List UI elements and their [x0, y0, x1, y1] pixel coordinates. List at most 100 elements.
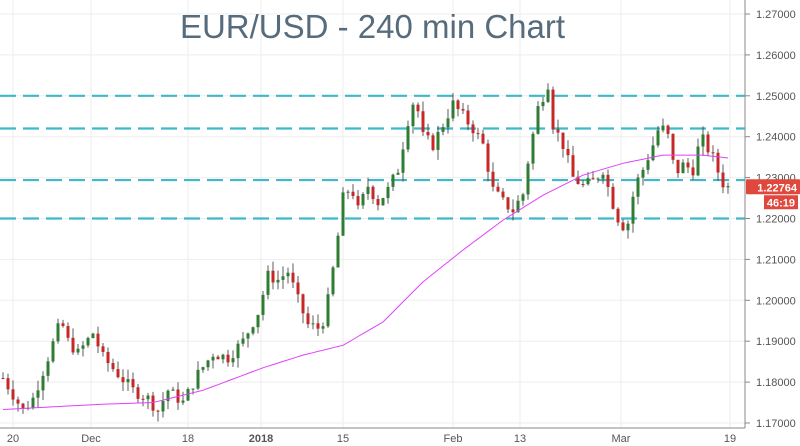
candle-body [466, 110, 470, 125]
candle-body [681, 162, 685, 174]
candle-body [326, 294, 330, 327]
y-axis: 1.270001.260001.250001.240001.230001.220… [745, 9, 796, 430]
countdown-timer: 46:19 [767, 197, 795, 209]
candle-body [501, 191, 505, 198]
candle-body [671, 133, 675, 160]
x-tick-label: 18 [182, 433, 194, 445]
candle-body [56, 323, 60, 342]
candle-body [526, 163, 530, 195]
candle-body [726, 186, 730, 188]
candle-body [281, 276, 285, 280]
candle-body [561, 132, 565, 149]
x-tick-label: Feb [444, 433, 463, 445]
candle-body [566, 148, 570, 156]
candle-body [246, 333, 250, 339]
candle-body [486, 143, 490, 172]
candle-body [341, 192, 345, 236]
candle-body [196, 369, 200, 389]
candle-body [151, 395, 155, 411]
candle-body [6, 378, 10, 390]
candle-body [716, 152, 720, 173]
candle-body [361, 193, 365, 206]
candle-body [531, 133, 535, 164]
candle-body [601, 174, 605, 179]
y-tick-label: 1.19000 [756, 336, 796, 348]
candle-body [391, 174, 395, 187]
candle-body [21, 403, 25, 409]
x-tick-label: 19 [724, 433, 736, 445]
candle-body [426, 131, 430, 136]
candle-body [41, 375, 45, 391]
candle-body [621, 222, 625, 231]
candle-body [581, 184, 585, 186]
candle-body [236, 343, 240, 359]
candle-body [356, 196, 360, 206]
candle-body [141, 398, 145, 400]
chart-title: EUR/USD - 240 min Chart [179, 8, 566, 45]
candle-body [271, 270, 275, 283]
y-tick-label: 1.20000 [756, 295, 796, 307]
candle-body [266, 270, 270, 295]
candle-body [321, 326, 325, 329]
candle-body [491, 171, 495, 187]
candle-body [156, 410, 160, 412]
last-price-label: 1.22764 46:19 [746, 179, 800, 210]
y-tick-label: 1.21000 [756, 254, 796, 266]
candle-body [556, 129, 560, 133]
candle-body [436, 131, 440, 150]
x-tick-label: Mar [612, 433, 631, 445]
x-tick-label: 20 [7, 433, 19, 445]
candle-body [306, 313, 310, 325]
candle-body [481, 133, 485, 144]
candle-body [206, 360, 210, 368]
support-resistance-levels [0, 94, 745, 220]
candle-body [286, 272, 290, 277]
candle-body [91, 333, 95, 338]
candle-body [611, 186, 615, 209]
candle-body [96, 333, 100, 347]
candle-body [366, 186, 370, 194]
candle-body [316, 323, 320, 329]
candle-body [571, 155, 575, 177]
candle-body [256, 314, 260, 328]
candle-body [296, 282, 300, 295]
x-tick-label: 15 [337, 433, 349, 445]
candle-body [646, 160, 650, 170]
y-tick-label: 1.24000 [756, 132, 796, 144]
candle-body [416, 104, 420, 112]
moving-average-line [2, 154, 729, 410]
candle-body [211, 356, 215, 361]
candle-body [61, 323, 65, 327]
y-tick-label: 1.17000 [756, 418, 796, 430]
candle-body [241, 338, 245, 344]
candle-body [336, 235, 340, 268]
candle-body [606, 174, 610, 187]
candle-body [686, 162, 690, 168]
candle-body [651, 145, 655, 161]
candle-body [106, 351, 110, 364]
candle-body [46, 361, 50, 376]
candle-body [81, 345, 85, 349]
y-tick-label: 1.27000 [756, 9, 796, 21]
candle-body [706, 134, 710, 153]
candle-body [511, 209, 515, 213]
candle-body [226, 354, 230, 363]
candle-body [721, 172, 725, 188]
candle-body [661, 125, 665, 131]
candle-body [116, 369, 120, 378]
candle-body [551, 89, 555, 130]
candle-body [131, 379, 135, 388]
candle-body [691, 167, 695, 176]
candle-body [456, 100, 460, 110]
candles [1, 83, 730, 422]
candle-body [641, 169, 645, 178]
candle-body [421, 111, 425, 132]
candle-body [396, 172, 400, 175]
candle-body [166, 390, 170, 402]
candle-body [656, 130, 660, 146]
y-tick-label: 1.25000 [756, 91, 796, 103]
candle-body [51, 341, 55, 362]
candle-body [101, 346, 105, 352]
candle-body [626, 223, 630, 231]
